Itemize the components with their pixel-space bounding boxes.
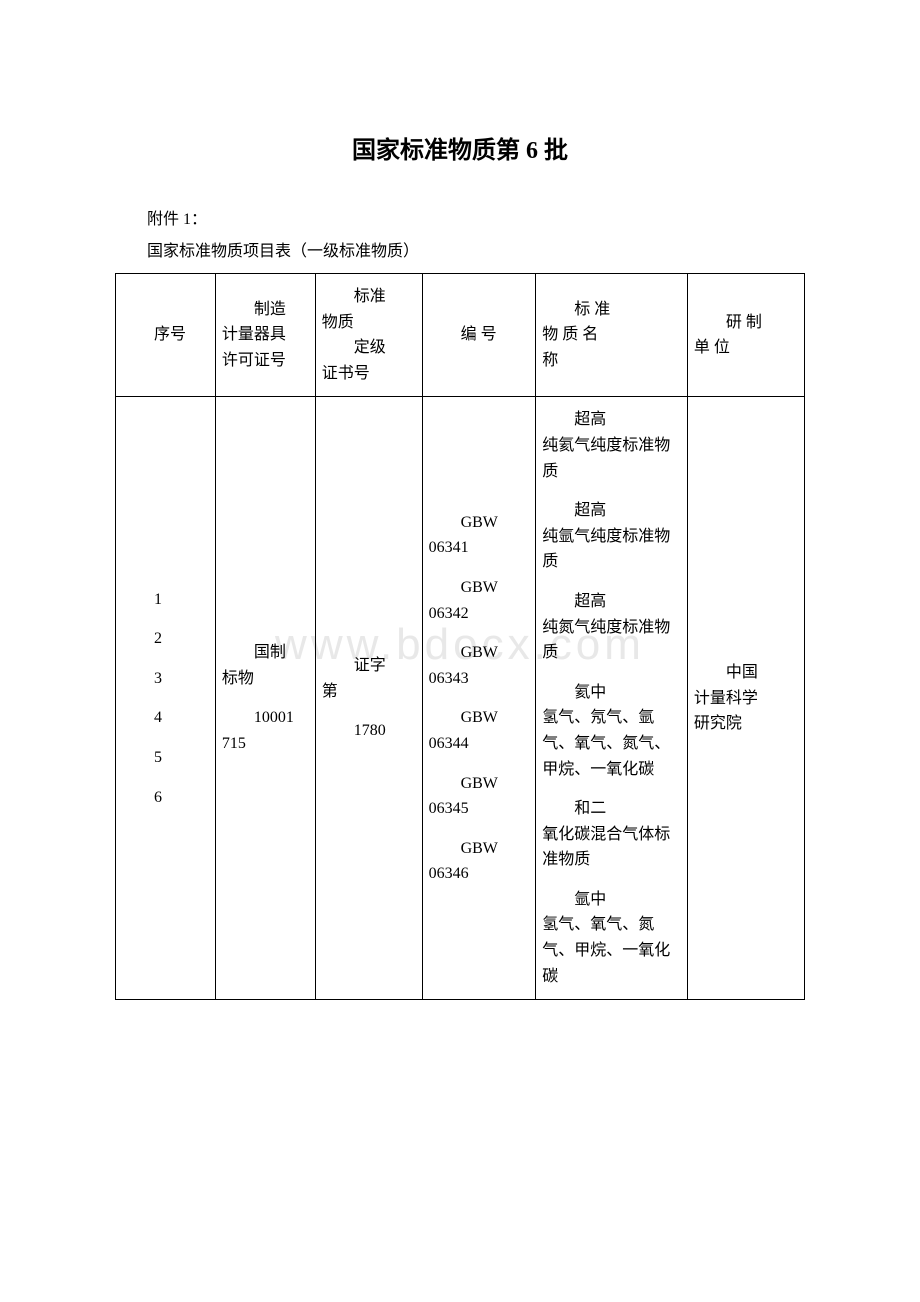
header-name: 标 准 物 质 名 称: [536, 274, 688, 397]
attachment-label: 附件 1：: [115, 205, 805, 229]
header-license: 制造 计量器具 许可证号: [215, 274, 315, 397]
cell-seq: 1 2 3 4 5 6: [116, 397, 216, 1000]
header-org: 研 制 单 位: [687, 274, 804, 397]
document-page: 国家标准物质第 6 批 附件 1： 国家标准物质项目表（一级标准物质） 序号 制…: [0, 0, 920, 1060]
page-title: 国家标准物质第 6 批: [115, 130, 805, 165]
standards-table: 序号 制造 计量器具 许可证号 标准 物质 定级 证书号 编 号 标 准 物 质…: [115, 273, 805, 1000]
header-seq: 序号: [116, 274, 216, 397]
cell-name: 超高 纯氦气纯度标准物质 超高 纯氩气纯度标准物质 超高 纯氮气纯度标准物质 氦…: [536, 397, 688, 1000]
cell-cert: 证字 第 1780: [315, 397, 422, 1000]
cell-org: 中国 计量科学 研究院: [687, 397, 804, 1000]
cell-code: GBW 06341 GBW 06342 GBW 06343 GBW 06344 …: [422, 397, 536, 1000]
table-header-row: 序号 制造 计量器具 许可证号 标准 物质 定级 证书号 编 号 标 准 物 质…: [116, 274, 805, 397]
table-subtitle: 国家标准物质项目表（一级标准物质）: [115, 237, 805, 261]
header-cert: 标准 物质 定级 证书号: [315, 274, 422, 397]
cell-license: 国制 标物 10001 715: [215, 397, 315, 1000]
header-code: 编 号: [422, 274, 536, 397]
table-row: 1 2 3 4 5 6 国制 标物 10001 715 证字 第 1780 GB…: [116, 397, 805, 1000]
